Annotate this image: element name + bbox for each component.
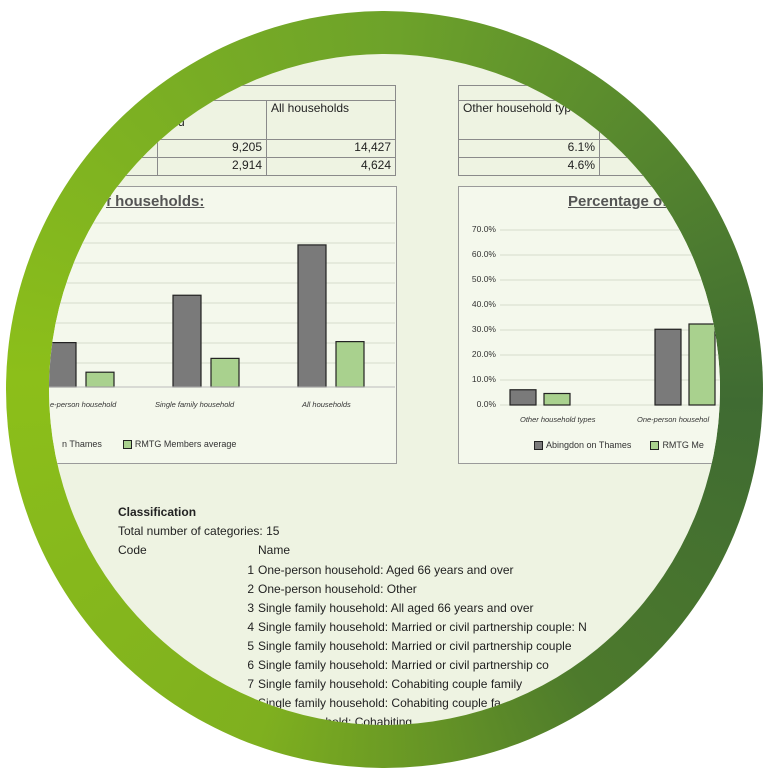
bar-series1 <box>297 244 327 388</box>
col-header-partial-1: ly <box>178 101 187 115</box>
left-chart-legend: n Thames RMTG Members average <box>62 439 237 450</box>
item-code: 8 <box>247 696 254 710</box>
item-code: 3 <box>247 601 254 615</box>
classification-title: Classification <box>118 505 197 519</box>
legend-entry-1: Abingdon on Thames <box>546 440 632 450</box>
table-cell: 14,427 <box>266 139 396 158</box>
item-name: One-person household: Aged 66 years and … <box>258 563 514 577</box>
y-tick-label: 60.0% <box>471 249 496 259</box>
item-name: Single family household: Married or civi… <box>258 639 572 653</box>
item-name: Single family household: All aged 66 yea… <box>258 601 534 615</box>
list-item: 1 One-person household: Aged 66 years and… <box>240 563 514 577</box>
col-header-partial-2: hold <box>162 115 185 129</box>
item-code: 4 <box>247 620 254 634</box>
left-data-table: ly hold All households 9,205 14,427 2,91… <box>49 85 396 176</box>
list-item: 4 Single family household: Married or civ… <box>240 620 587 634</box>
item-code: 5 <box>247 639 254 653</box>
legend-swatch-green <box>650 441 660 451</box>
left-bar-chart <box>49 222 395 388</box>
list-item: 2 One-person household: Other <box>240 582 417 596</box>
item-code: 7 <box>247 677 254 691</box>
table-cell: 6.1% <box>458 139 600 158</box>
bar-series2 <box>210 357 240 388</box>
legend-entry-1: n Thames <box>62 439 102 449</box>
item-name: family household: Cohabiting <box>258 715 413 725</box>
col-header-other-types: Other household types <box>458 100 600 140</box>
x-tick-label: Other household types <box>520 415 596 424</box>
code-header: Code <box>118 543 147 557</box>
right-chart-title: Percentage of <box>568 193 668 210</box>
list-item: 3 Single family household: All aged 66 ye… <box>240 601 534 615</box>
item-name: One-person household: Other <box>258 582 417 596</box>
list-item: 5 Single family household: Married or civ… <box>240 639 572 653</box>
y-tick-label: 70.0% <box>471 224 496 234</box>
bar-series1 <box>49 341 77 388</box>
bar-series2 <box>688 323 716 406</box>
right-chart-box <box>458 186 720 464</box>
left-chart-box <box>49 186 397 464</box>
y-tick-label: 50.0% <box>471 274 496 284</box>
item-code: 6 <box>247 658 254 672</box>
x-tick-label: One-person househol <box>637 415 710 424</box>
legend-swatch-gray <box>534 441 543 451</box>
y-tick-label: 20.0% <box>471 349 496 359</box>
right-chart-legend: Abingdon on Thames RMTG Me <box>534 440 704 451</box>
x-tick-label: All households <box>302 400 351 409</box>
x-tick-label: e-person household <box>50 400 117 409</box>
item-name: Single family household: Married or civi… <box>258 658 549 672</box>
y-tick-label: 30.0% <box>471 324 496 334</box>
y-tick-label: 40.0% <box>471 299 496 309</box>
bar-series1 <box>172 294 202 388</box>
list-item: 8 Single family household: Cohabiting cou… <box>240 696 501 710</box>
table-cell: 4,624 <box>266 157 396 176</box>
bar-series2 <box>543 392 571 406</box>
item-name: Single family household: Cohabiting coup… <box>258 696 501 710</box>
classification-total: Total number of categories: 15 <box>118 524 280 538</box>
legend-swatch-green <box>122 440 132 450</box>
list-item: family household: Cohabiting <box>240 715 412 725</box>
item-code: 1 <box>247 563 254 577</box>
y-tick-label: 0.0% <box>476 399 496 409</box>
col-header-partial: ho <box>604 119 618 133</box>
right-bar-chart <box>500 229 720 406</box>
right-data-table: Other household types ho 6.1% 4.6% <box>458 85 720 176</box>
list-item: 6 Single family household: Married or civ… <box>240 658 549 672</box>
item-name: Single family household: Married or civi… <box>258 620 587 634</box>
y-tick-label: 10.0% <box>471 374 496 384</box>
name-header: Name <box>258 543 291 557</box>
legend-entry-2: RMTG Members average <box>134 439 237 449</box>
bar-series1 <box>509 389 537 406</box>
circular-viewport: ly hold All households 9,205 14,427 2,91… <box>49 54 720 725</box>
bar-series1 <box>654 328 682 406</box>
bar-series2 <box>85 371 115 388</box>
col-header-all-households: All households <box>266 100 396 140</box>
item-name: Single family household: Cohabiting coup… <box>258 677 523 691</box>
x-tick-label: Single family household <box>155 400 235 409</box>
legend-entry-2: RMTG Me <box>662 440 704 450</box>
list-item: 7 Single family household: Cohabiting cou… <box>240 677 522 691</box>
table-cell: 2,914 <box>157 157 267 176</box>
left-chart-title: f households: <box>106 193 205 210</box>
table-cell: 9,205 <box>157 139 267 158</box>
item-code: 2 <box>247 582 254 596</box>
bar-series2 <box>335 341 365 388</box>
table-cell: 4.6% <box>458 157 600 176</box>
